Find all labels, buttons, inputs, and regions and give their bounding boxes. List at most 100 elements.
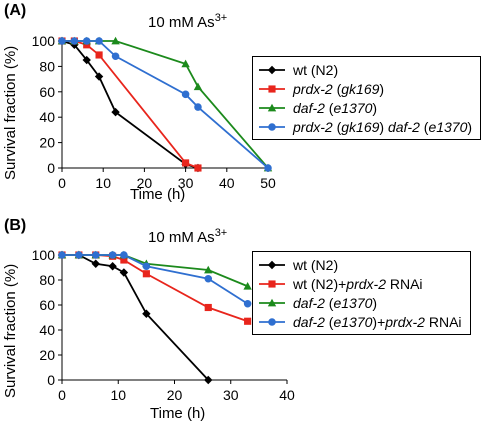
y-tick-label: 40 [39, 322, 55, 338]
circle-marker [142, 262, 151, 271]
circle-marker [120, 251, 128, 259]
y-tick-label: 0 [47, 372, 55, 388]
circle-marker [268, 122, 276, 131]
panel-b: (B) 10 mM As3+ 0 20 40 60 80 100 0 10 20 30 40 Sur… [0, 215, 500, 430]
condition-text: 10 mM As [148, 229, 215, 246]
panel-a: (A) 10 mM As3+ 0 20 40 60 80 100 0 10 20 30 40 50 S… [0, 0, 500, 210]
triangle-marker [267, 103, 277, 111]
y-tick-label: 60 [39, 84, 55, 100]
legend-item: prdx-2 (gk169) daf-2 (e1370) [259, 117, 472, 136]
diamond-marker [82, 55, 91, 65]
x-tick-label: 0 [58, 387, 66, 403]
x-tick-label: 30 [223, 387, 239, 403]
condition-text: 10 mM As [148, 14, 215, 31]
circle-marker [75, 251, 83, 259]
legend-label: wt (N2) [293, 256, 339, 273]
y-tick-label: 40 [39, 109, 55, 125]
diamond-marker [267, 260, 277, 269]
survival-chart-b: 0 20 40 60 80 100 0 10 20 30 40 [32, 247, 295, 403]
y-axis-label: Survival fraction (%) [2, 263, 19, 398]
square-marker [83, 41, 91, 49]
x-axis-label: Time (h) [150, 405, 206, 422]
square-marker [244, 317, 252, 325]
legend-item: wt (N2) [259, 60, 472, 79]
legend-swatch [259, 103, 285, 111]
series-line-1 [61, 40, 199, 169]
legend-label: wt (N2)+prdx-2 RNAi [293, 275, 423, 292]
y-axis-label: Survival fraction (%) [2, 45, 19, 180]
legend-item: wt (N2) [259, 255, 462, 274]
legend-swatch [259, 279, 285, 288]
circle-marker [70, 37, 79, 45]
x-tick-label: 10 [95, 175, 111, 191]
legend: wt (N2) wt (N2)+prdx-2 RNAi daf-2 (e1370) d… [252, 251, 471, 335]
square-marker [142, 270, 150, 278]
triangle-marker [204, 265, 213, 274]
series-line-2 [62, 40, 199, 169]
circle-marker [108, 251, 117, 259]
x-tick-label: 10 [110, 387, 126, 403]
condition-label: 10 mM As3+ [148, 227, 227, 246]
legend-item: daf-2 (e1370) [259, 98, 472, 117]
legend-item: daf-2 (e1370)+prdx-2 RNAi [259, 312, 462, 331]
survival-chart-a: 0 20 40 60 80 100 0 10 20 30 40 50 [32, 33, 276, 191]
circle-marker [268, 317, 276, 326]
circle-marker [95, 37, 103, 45]
legend-item: wt (N2)+prdx-2 RNAi [259, 274, 462, 293]
y-tick-label: 20 [39, 347, 55, 363]
x-tick-label: 0 [58, 175, 66, 191]
legend-swatch [259, 122, 285, 131]
circle-marker [58, 37, 66, 45]
square-marker [95, 51, 103, 59]
legend-swatch [259, 298, 285, 306]
diamond-marker [119, 268, 129, 277]
diamond-marker [94, 72, 104, 81]
legend-label: daf-2 (e1370) [293, 99, 378, 116]
diamond-marker [108, 262, 117, 271]
x-tick-label: 20 [137, 175, 153, 191]
x-tick-label: 30 [178, 175, 194, 191]
circle-marker [194, 103, 202, 111]
square-marker [268, 84, 276, 93]
square-marker [204, 303, 212, 312]
triangle-marker [111, 36, 120, 45]
panel-label: (B) [4, 217, 27, 234]
y-tick-label: 80 [39, 58, 55, 74]
legend-swatch [259, 65, 285, 74]
circle-marker [204, 274, 213, 283]
panel-label: (A) [4, 2, 27, 19]
x-tick-label: 40 [279, 387, 295, 403]
diamond-marker [142, 309, 151, 318]
y-tick-label: 100 [32, 33, 56, 49]
circle-marker [243, 299, 252, 308]
square-marker [182, 159, 190, 167]
diamond-marker [267, 65, 277, 74]
legend-label: prdx-2 (gk169) [293, 80, 385, 97]
x-tick-label: 50 [260, 175, 276, 191]
legend-label: daf-2 (e1370) [293, 294, 378, 311]
legend-item: daf-2 (e1370) [259, 293, 462, 312]
legend-swatch [259, 317, 285, 326]
triangle-marker [193, 82, 203, 91]
square-marker [120, 256, 128, 264]
triangle-marker [243, 282, 252, 290]
triangle-marker [267, 298, 277, 306]
legend: wt (N2) prdx-2 (gk169) daf-2 (e1370) prdx-2… [252, 56, 482, 140]
x-tick-label: 40 [219, 175, 235, 191]
x-tick-label: 20 [167, 387, 183, 403]
legend-swatch [259, 260, 285, 269]
condition-label: 10 mM As3+ [148, 12, 227, 31]
y-tick-label: 60 [39, 297, 55, 313]
legend-label: wt (N2) [293, 61, 339, 78]
condition-superscript: 3+ [214, 227, 228, 239]
diamond-marker [204, 375, 213, 385]
y-tick-label: 80 [39, 272, 55, 288]
legend-label: daf-2 (e1370)+prdx-2 RNAi [293, 313, 462, 330]
diamond-marker [91, 259, 100, 268]
square-marker [268, 279, 276, 288]
legend-label: prdx-2 (gk169) daf-2 (e1370) [293, 118, 473, 135]
square-marker [194, 164, 202, 172]
diamond-marker [70, 40, 79, 50]
condition-superscript: 3+ [214, 12, 228, 24]
y-tick-label: 100 [32, 247, 56, 263]
